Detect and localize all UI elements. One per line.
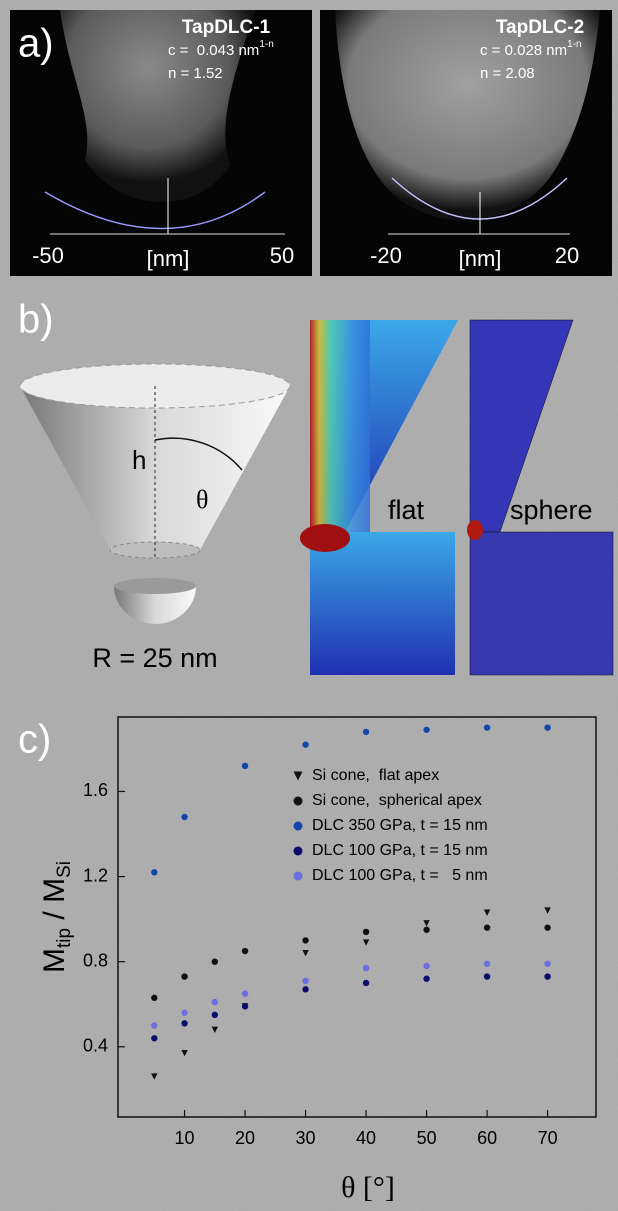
data-point (181, 1020, 187, 1026)
data-point (302, 986, 308, 992)
data-point (212, 999, 218, 1005)
page: a) TapDLC-1 c = 0.043 nm1-n n = 1.52 -50… (0, 0, 618, 1211)
data-point (151, 995, 157, 1001)
legend-marker (294, 872, 303, 881)
angle-label: θ (196, 485, 208, 514)
legend-label: DLC 350 GPa, t = 15 nm (312, 817, 488, 834)
image-title: TapDLC-2 (496, 17, 584, 38)
data-point (212, 958, 218, 964)
data-point (544, 724, 550, 730)
y-axis-title-part: M (38, 948, 71, 973)
data-point (151, 869, 157, 875)
data-point (363, 980, 369, 986)
axis-unit: [nm] (147, 246, 190, 271)
panel-label: b) (18, 298, 54, 342)
hemisphere-top (114, 578, 196, 594)
fem-stress (310, 320, 370, 532)
data-point (242, 763, 248, 769)
x-tick-label: 50 (417, 1128, 437, 1148)
radius-label: R = 25 nm (92, 643, 217, 673)
panel-label: a) (18, 22, 54, 66)
fem-sample-flat (310, 532, 455, 675)
data-point (242, 990, 248, 996)
data-point (423, 927, 429, 933)
data-point (212, 1012, 218, 1018)
data-point (484, 973, 490, 979)
fit-n: n = 2.08 (480, 65, 535, 82)
data-point (242, 1003, 248, 1009)
y-tick-label: 1.6 (83, 780, 108, 800)
fit-c-text: c = 0.043 nm (168, 42, 259, 59)
data-point (484, 961, 490, 967)
data-point (181, 973, 187, 979)
data-point (242, 948, 248, 954)
data-point (302, 741, 308, 747)
panel-label: c) (18, 718, 51, 762)
fit-c-exp: 1-n (567, 39, 581, 50)
data-point (423, 976, 429, 982)
legend-marker (294, 822, 303, 831)
data-point (363, 929, 369, 935)
data-point (302, 978, 308, 984)
legend-label: DLC 100 GPa, t = 5 nm (312, 867, 488, 884)
axis-max: 50 (270, 243, 294, 268)
image-title: TapDLC-1 (182, 17, 271, 38)
data-point (544, 924, 550, 930)
legend-marker (294, 797, 303, 806)
legend-label: DLC 100 GPa, t = 15 nm (312, 842, 488, 859)
data-point (181, 814, 187, 820)
x-tick-label: 30 (296, 1128, 316, 1148)
x-tick-label: 70 (538, 1128, 558, 1148)
data-point (484, 724, 490, 730)
axis-min: -20 (370, 243, 402, 268)
fit-c: c = 0.043 nm1-n (168, 39, 274, 59)
data-point (363, 729, 369, 735)
y-axis-title-sub: Si (54, 861, 75, 878)
data-point (302, 937, 308, 943)
legend-label: Si cone, flat apex (312, 767, 439, 784)
data-point (423, 963, 429, 969)
data-point (181, 1010, 187, 1016)
fit-c: c = 0.028 nm1-n (480, 39, 582, 59)
height-label: h (132, 445, 146, 475)
figure: a) TapDLC-1 c = 0.043 nm1-n n = 1.52 -50… (0, 0, 618, 1211)
data-point (423, 727, 429, 733)
x-axis-title: θ [°] (341, 1171, 395, 1204)
fem-sample-sphere (470, 532, 613, 675)
y-tick-label: 0.8 (83, 950, 108, 970)
x-tick-label: 20 (235, 1128, 255, 1148)
data-point (151, 1022, 157, 1028)
x-tick-label: 10 (175, 1128, 195, 1148)
y-tick-label: 1.2 (83, 865, 108, 885)
y-tick-label: 0.4 (83, 1036, 108, 1056)
x-tick-label: 60 (477, 1128, 497, 1148)
fem-hotspot (300, 524, 350, 552)
fem-flat-label: flat (388, 495, 425, 525)
data-point (484, 924, 490, 930)
fit-c-exp: 1-n (259, 39, 273, 50)
x-tick-label: 40 (356, 1128, 376, 1148)
data-point (544, 961, 550, 967)
y-axis-title-sub: tip (54, 928, 75, 948)
y-axis-title-part: / M (38, 878, 71, 928)
legend-label: Si cone, spherical apex (312, 792, 482, 809)
axis-min: -50 (32, 243, 64, 268)
fit-c-text: c = 0.028 nm (480, 42, 567, 59)
fit-n: n = 1.52 (168, 65, 223, 82)
axis-unit: [nm] (459, 246, 502, 271)
data-point (363, 965, 369, 971)
legend-marker (294, 847, 303, 856)
fem-hotspot (467, 520, 483, 540)
axis-max: 20 (555, 243, 579, 268)
data-point (151, 1035, 157, 1041)
fem-sphere-label: sphere (510, 495, 593, 525)
data-point (544, 973, 550, 979)
